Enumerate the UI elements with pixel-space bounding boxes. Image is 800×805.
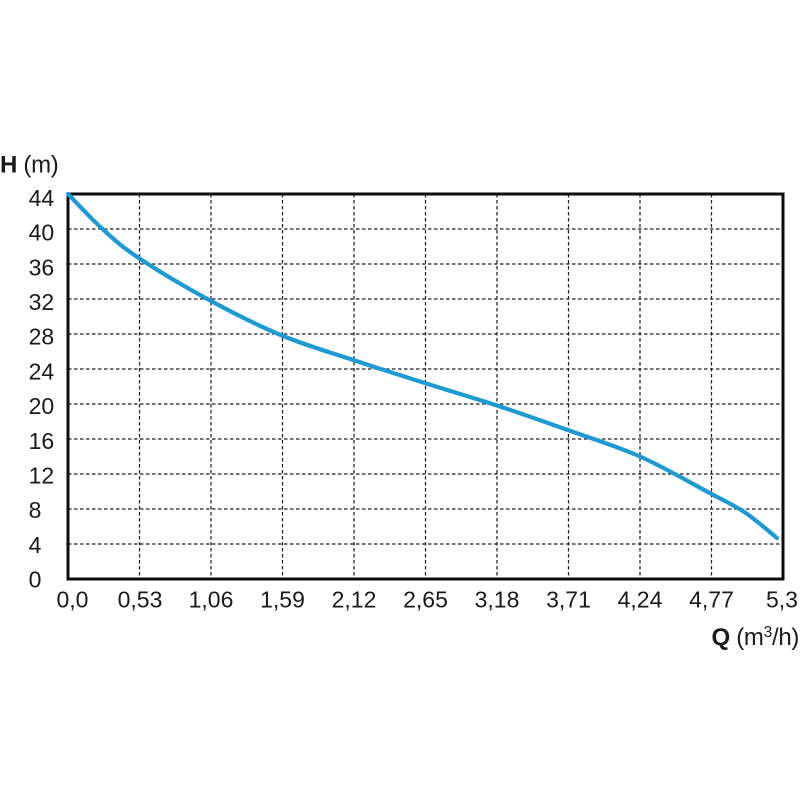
svg-text:1,06: 1,06 xyxy=(189,587,234,613)
svg-text:2,65: 2,65 xyxy=(403,587,448,613)
svg-text:44: 44 xyxy=(29,185,55,211)
svg-text:24: 24 xyxy=(29,358,55,384)
svg-text:0: 0 xyxy=(29,567,42,593)
svg-text:4: 4 xyxy=(29,532,42,558)
svg-text:H (m): H (m) xyxy=(0,152,59,179)
svg-text:0,0: 0,0 xyxy=(57,587,89,613)
svg-text:32: 32 xyxy=(29,289,55,315)
svg-text:3,18: 3,18 xyxy=(475,587,520,613)
svg-text:5,3: 5,3 xyxy=(766,587,798,613)
svg-text:8: 8 xyxy=(29,497,42,523)
svg-text:0,53: 0,53 xyxy=(118,587,163,613)
svg-text:Q (m3/h): Q (m3/h) xyxy=(712,624,800,651)
svg-text:40: 40 xyxy=(29,220,55,246)
svg-text:28: 28 xyxy=(29,324,55,350)
svg-text:3,71: 3,71 xyxy=(546,587,591,613)
svg-text:16: 16 xyxy=(29,428,55,454)
svg-text:1,59: 1,59 xyxy=(260,587,305,613)
svg-text:36: 36 xyxy=(29,254,55,280)
svg-text:4,24: 4,24 xyxy=(618,587,663,613)
svg-text:20: 20 xyxy=(29,393,55,419)
svg-text:12: 12 xyxy=(29,463,55,489)
svg-text:4,77: 4,77 xyxy=(689,587,734,613)
svg-text:2,12: 2,12 xyxy=(332,587,377,613)
